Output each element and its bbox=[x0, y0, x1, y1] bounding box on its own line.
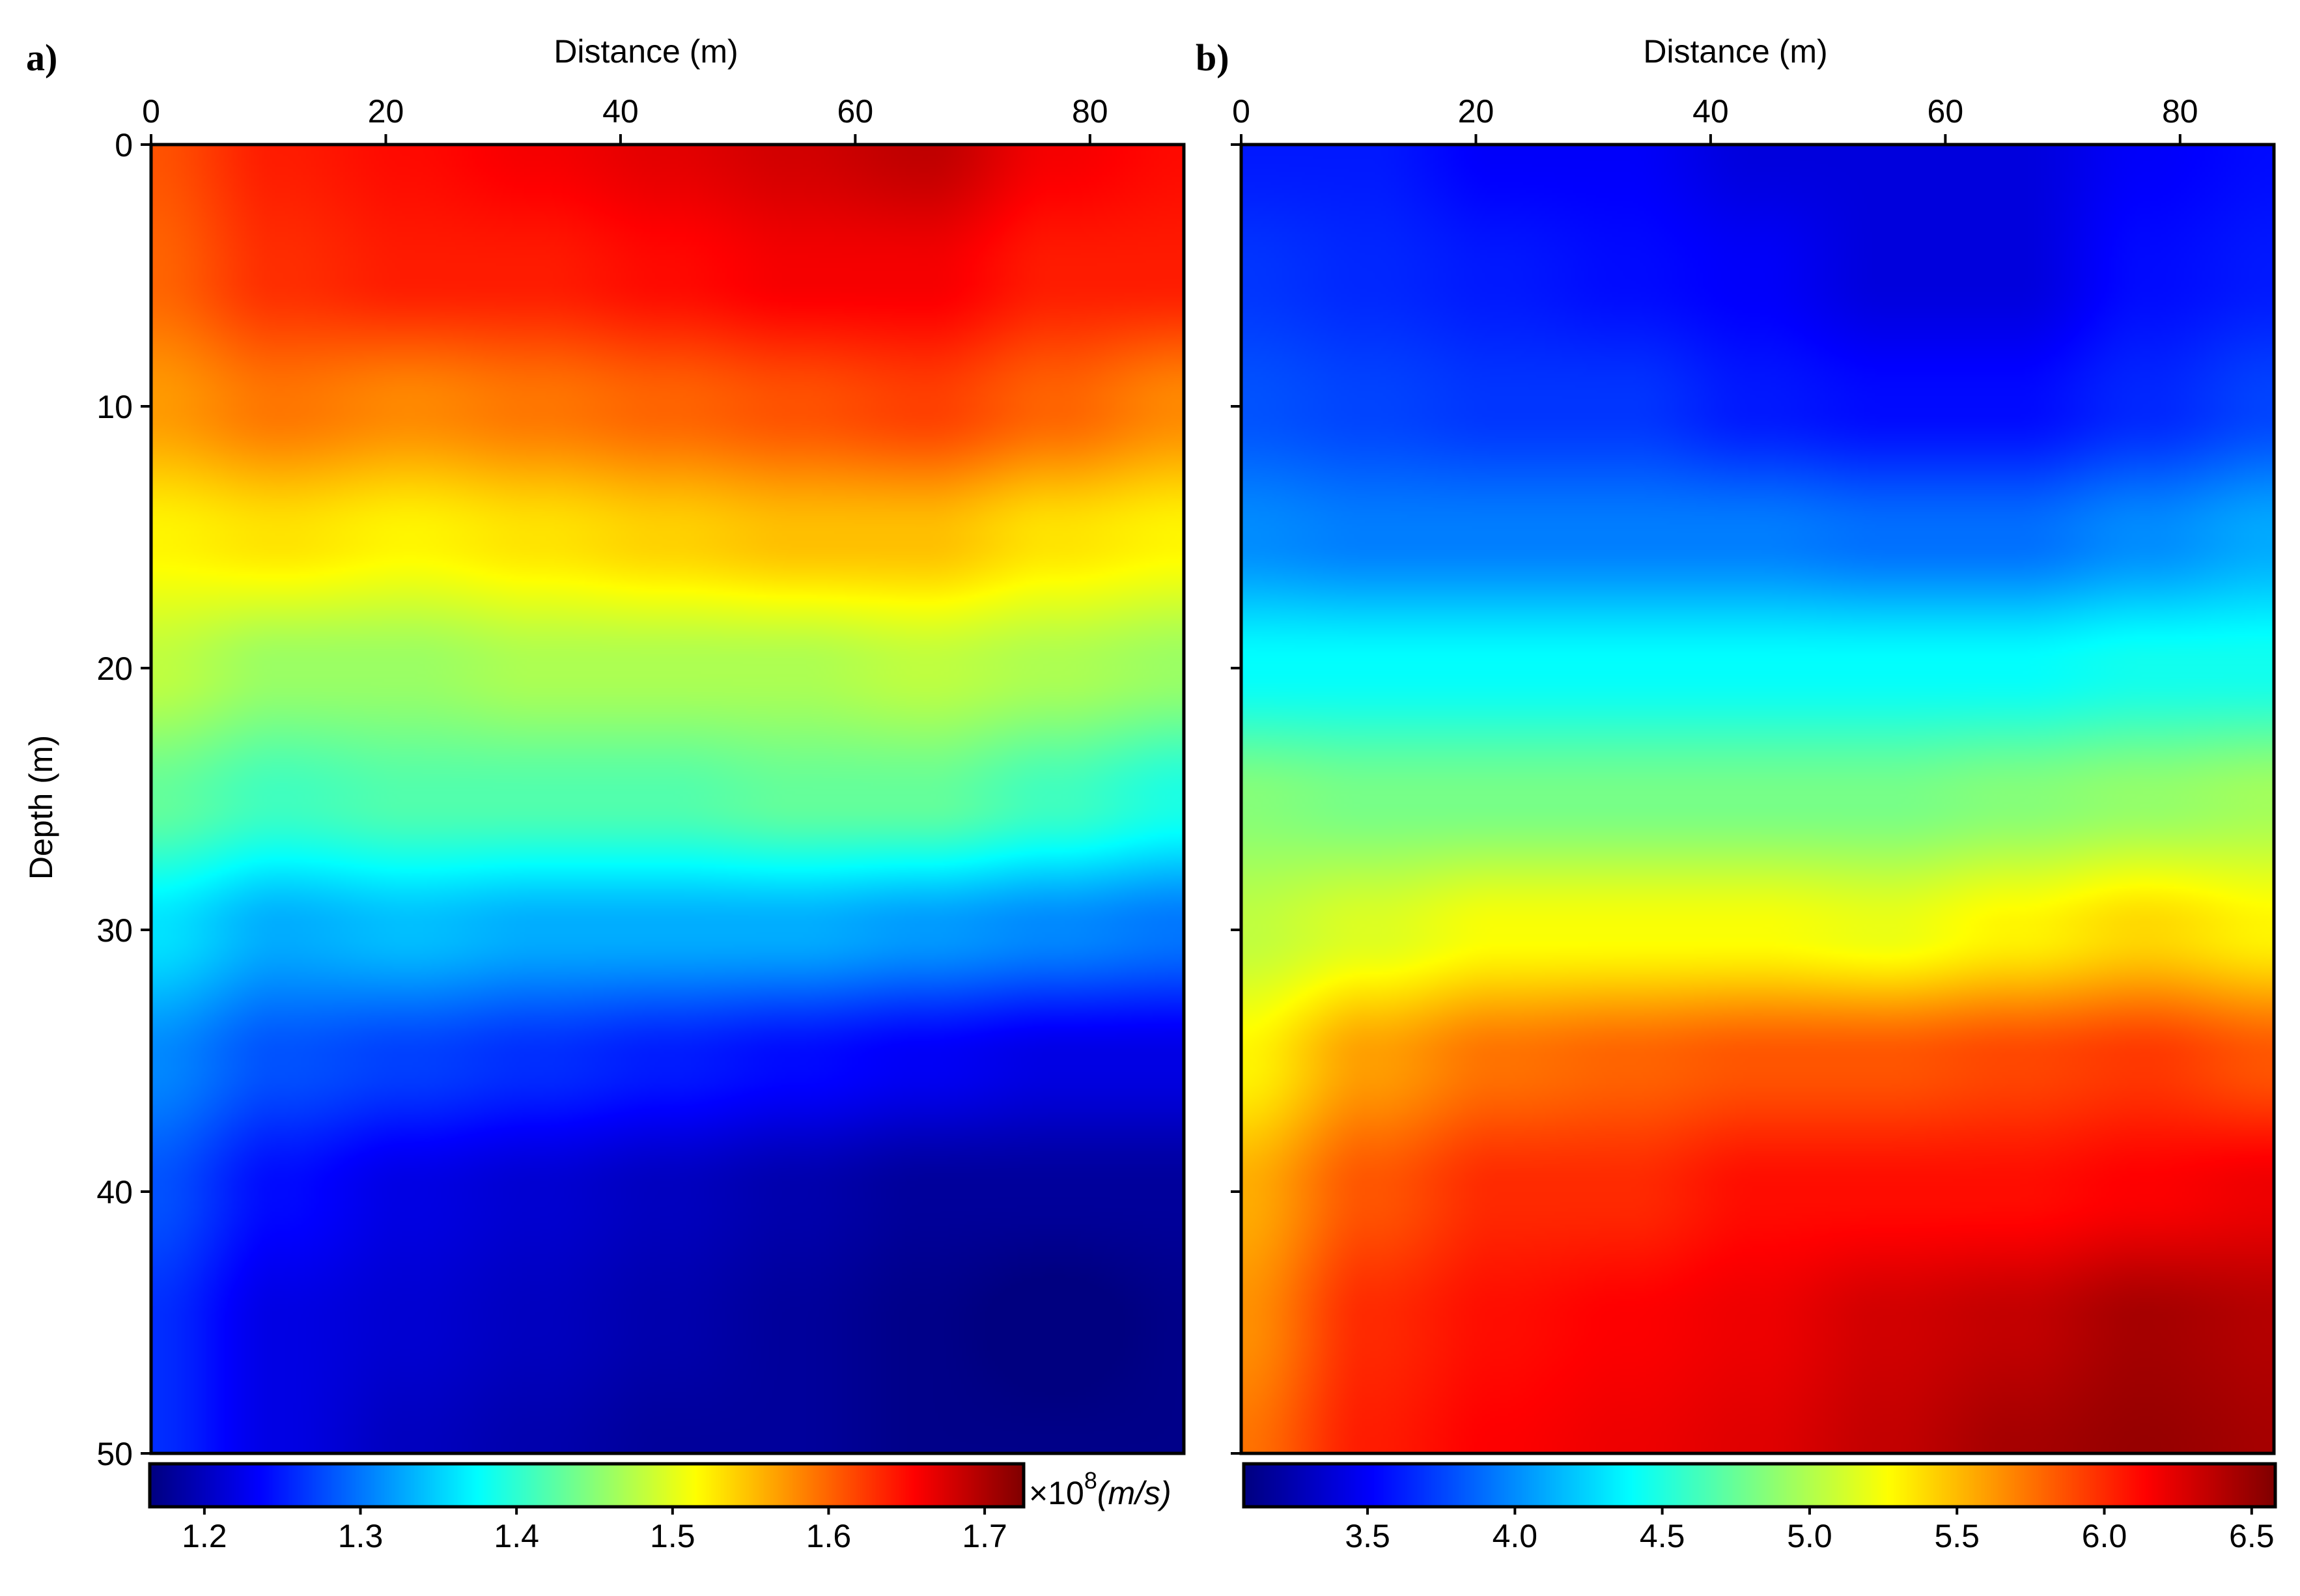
x-tick-label: 80 bbox=[2162, 93, 2198, 130]
panel-a-colorbar-canvas bbox=[150, 1464, 1024, 1507]
panel-b-plot-frame bbox=[1239, 143, 2276, 1455]
x-tick-label: 0 bbox=[1232, 93, 1250, 130]
x-tick-label: 20 bbox=[368, 93, 404, 130]
colorbar-tick-label: 3.5 bbox=[1345, 1518, 1390, 1554]
x-tick-label: 40 bbox=[602, 93, 639, 130]
x-tick-label: 60 bbox=[837, 93, 874, 130]
panel-b-heatmap-canvas bbox=[1241, 145, 2274, 1453]
colorbar-unit: (m/s) bbox=[1097, 1475, 1171, 1511]
y-tick-label: 0 bbox=[115, 127, 133, 163]
panel-a-heatmap-canvas bbox=[151, 145, 1184, 1453]
panel-b-colorbar-ticks: 3.5 4.0 4.5 5.0 5.5 6.0 6.5 bbox=[1345, 1507, 2275, 1554]
colorbar-tick-label: 5.5 bbox=[1934, 1518, 1980, 1554]
panel-a-colorbar-frame bbox=[148, 1462, 1026, 1509]
colorbar-unit-prefix: ×10 bbox=[1029, 1475, 1084, 1511]
y-tick-label: 30 bbox=[96, 912, 133, 949]
x-tick-label: 40 bbox=[1692, 93, 1729, 130]
panel-a-plot-frame bbox=[149, 143, 1186, 1455]
x-tick-label: 60 bbox=[1928, 93, 1964, 130]
panel-a-heatmap bbox=[151, 145, 1184, 1453]
y-tick-label: 50 bbox=[96, 1436, 133, 1472]
panel-a-ylabel: Depth (m) bbox=[23, 735, 59, 880]
colorbar-tick-label: 1.4 bbox=[494, 1518, 539, 1554]
panel-a-label: a) bbox=[26, 36, 57, 79]
panel-b-xlabel: Distance (m) bbox=[1643, 33, 1827, 70]
colorbar-unit-exponent: 8 bbox=[1084, 1467, 1097, 1494]
panel-b-label: b) bbox=[1196, 36, 1229, 79]
panel-b-colorbar-frame bbox=[1242, 1462, 2277, 1509]
panel-b-axes: 0 20 40 60 80 bbox=[1231, 93, 2198, 1455]
colorbar-tick-label: 1.5 bbox=[650, 1518, 695, 1554]
y-tick-label: 10 bbox=[96, 389, 133, 425]
panel-a-colorbar-ticks: 1.2 1.3 1.4 1.5 1.6 1.7 bbox=[182, 1507, 1007, 1554]
colorbar-tick-label: 5.0 bbox=[1787, 1518, 1832, 1554]
colorbar-tick-label: 4.5 bbox=[1640, 1518, 1685, 1554]
panel-a-xlabel: Distance (m) bbox=[554, 33, 738, 70]
panel-a-colorbar bbox=[150, 1464, 1024, 1507]
panel-b-colorbar bbox=[1244, 1464, 2275, 1507]
panel-b-colorbar-canvas bbox=[1244, 1464, 2275, 1507]
panel-a: a) Distance (m) Depth (m) 0 20 40 60 80 0 10 20… bbox=[23, 33, 1186, 1554]
panel-b-heatmap bbox=[1241, 145, 2274, 1453]
colorbar-tick-label: 4.0 bbox=[1493, 1518, 1538, 1554]
colorbar-tick-label: 6.0 bbox=[2082, 1518, 2127, 1554]
x-tick-label: 20 bbox=[1458, 93, 1494, 130]
panel-a-axes: 0 20 40 60 80 0 10 20 30 40 50 bbox=[96, 93, 1108, 1472]
x-tick-label: 80 bbox=[1072, 93, 1108, 130]
colorbar-tick-label: 6.5 bbox=[2229, 1518, 2275, 1554]
colorbar-tick-label: 1.2 bbox=[182, 1518, 227, 1554]
panel-a-colorbar-unit: ×108(m/s) bbox=[1029, 1467, 1171, 1511]
colorbar-tick-label: 1.3 bbox=[338, 1518, 384, 1554]
y-tick-label: 20 bbox=[96, 651, 133, 687]
y-tick-label: 40 bbox=[96, 1174, 133, 1211]
x-tick-label: 0 bbox=[142, 93, 160, 130]
colorbar-tick-label: 1.6 bbox=[806, 1518, 852, 1554]
panel-b: b) Distance (m) 0 20 40 60 80 3.5 4.0 4.5 5.0 5.… bbox=[1196, 33, 2277, 1554]
colorbar-tick-label: 1.7 bbox=[962, 1518, 1007, 1554]
